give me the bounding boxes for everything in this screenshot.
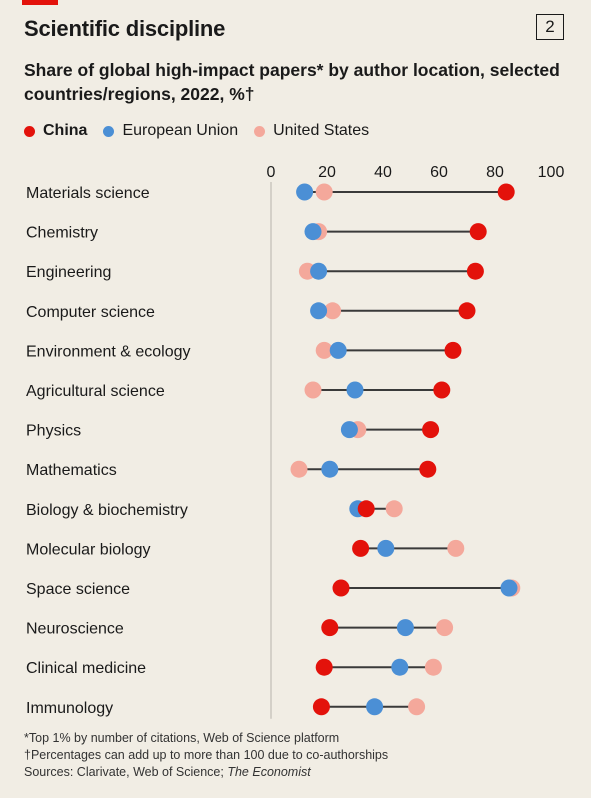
- data-point: [500, 579, 518, 597]
- data-point: [321, 460, 339, 478]
- data-point: [324, 302, 342, 320]
- data-point: [340, 421, 358, 439]
- data-point: [310, 302, 328, 320]
- x-tick-label: 20: [318, 164, 336, 181]
- data-point: [377, 539, 395, 557]
- legend-item-us: United States: [254, 122, 369, 140]
- data-point: [366, 698, 384, 716]
- category-label: Engineering: [26, 264, 111, 281]
- category-label: Physics: [26, 423, 81, 440]
- data-point: [458, 302, 476, 320]
- data-point: [310, 262, 328, 280]
- sources-publication: The Economist: [227, 765, 311, 779]
- dot-plot-chart: 0 20 40 60 80 100 Materials science Chemistry En…: [26, 164, 565, 719]
- data-point: [332, 579, 350, 597]
- x-tick-label: 100: [538, 164, 565, 181]
- legend-label-eu: European Union: [122, 122, 239, 139]
- legend-dot-china: [24, 125, 35, 137]
- data-point: [497, 183, 515, 201]
- chart-number-badge: 2: [536, 14, 564, 40]
- data-point: [357, 500, 375, 518]
- category-label: Space science: [26, 581, 130, 598]
- data-point: [346, 381, 364, 399]
- data-point: [419, 460, 437, 478]
- data-point: [304, 381, 322, 399]
- brand-accent-bar: [22, 0, 58, 5]
- category-label: Molecular biology: [26, 541, 151, 558]
- data-point: [433, 381, 451, 399]
- sources-line: Sources: Clarivate, Web of Science; The …: [24, 764, 388, 781]
- data-point: [447, 539, 465, 557]
- data-point: [352, 539, 370, 557]
- legend-dot-eu: [103, 125, 115, 137]
- data-point: [444, 341, 462, 359]
- category-label: Environment & ecology: [26, 343, 191, 360]
- sources-label: Sources: Clarivate, Web of Science;: [24, 765, 228, 779]
- data-point: [436, 619, 454, 637]
- x-tick-label: 0: [267, 164, 276, 181]
- data-point: [312, 698, 330, 716]
- legend-item-eu: European Union: [103, 122, 238, 140]
- data-point: [315, 341, 333, 359]
- data-point: [422, 421, 440, 439]
- chart-subtitle: Share of global high-impact papers* by a…: [24, 60, 560, 104]
- x-tick-label: 60: [430, 164, 448, 181]
- data-point: [315, 658, 333, 676]
- x-tick-label: 80: [486, 164, 504, 181]
- data-point: [304, 223, 322, 241]
- legend-dot-us: [254, 125, 266, 137]
- data-point: [408, 698, 426, 716]
- data-point: [466, 262, 484, 280]
- chart-title: Scientific discipline: [24, 16, 226, 41]
- category-label: Computer science: [26, 304, 155, 321]
- data-point: [469, 223, 487, 241]
- category-label: Neuroscience: [26, 621, 124, 638]
- footnotes: *Top 1% by number of citations, Web of S…: [24, 730, 388, 781]
- category-label: Biology & biochemistry: [26, 502, 188, 519]
- footnote-percentages: †Percentages can add up to more than 100…: [24, 748, 389, 762]
- legend-label-us: United States: [273, 122, 370, 139]
- data-point: [296, 183, 314, 201]
- data-point: [385, 500, 403, 518]
- data-point: [321, 619, 339, 637]
- category-label: Clinical medicine: [26, 660, 146, 677]
- chart-legend: China European Union United States: [24, 122, 385, 140]
- category-label: Chemistry: [26, 225, 98, 242]
- legend-item-china: China: [24, 122, 87, 140]
- data-point: [396, 619, 414, 637]
- legend-label-china: China: [43, 122, 88, 139]
- x-tick-label: 40: [374, 164, 392, 181]
- category-label: Agricultural science: [26, 383, 165, 400]
- footnote-top-papers: *Top 1% by number of citations, Web of S…: [24, 731, 340, 745]
- data-point: [329, 341, 347, 359]
- category-label: Immunology: [26, 700, 113, 717]
- data-point: [290, 460, 308, 478]
- category-label: Materials science: [26, 185, 150, 202]
- data-point: [315, 183, 333, 201]
- data-point: [424, 658, 442, 676]
- category-label: Mathematics: [26, 462, 117, 479]
- data-point: [391, 658, 409, 676]
